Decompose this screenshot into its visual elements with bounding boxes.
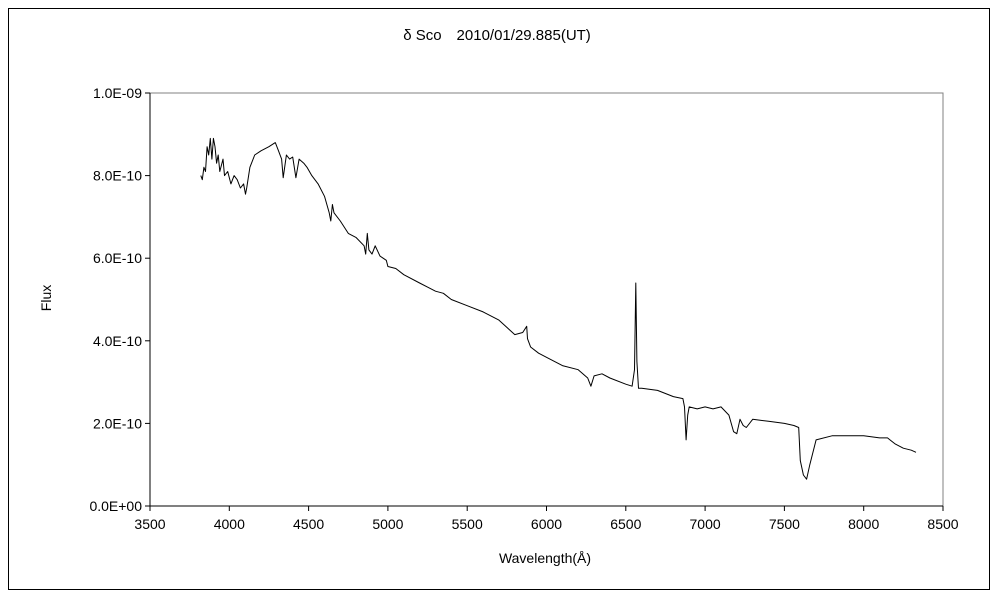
y-tick-label: 4.0E-10 — [93, 333, 142, 349]
x-tick-label: 7000 — [690, 516, 721, 532]
chart-title: δ Sco 2010/01/29.885(UT) — [403, 27, 591, 44]
chart-area — [8, 8, 990, 590]
plot-border — [149, 92, 944, 507]
y-tick-label: 0.0E+00 — [89, 498, 142, 514]
y-tick-label: 8.0E-10 — [93, 168, 142, 184]
plot-area: 0.0E+00 2.0E-10 4.0E-10 6.0E-10 8.0E-10 1.0E-… — [89, 85, 958, 532]
y-axis-title: Flux — [38, 285, 54, 311]
x-axis-title: Wavelength(Å) — [499, 550, 591, 566]
x-tick-label: 5000 — [372, 516, 403, 532]
x-tick-label: 3500 — [134, 516, 165, 532]
x-tick-label: 6500 — [610, 516, 641, 532]
x-tick-label: 8000 — [848, 516, 879, 532]
x-tick-label: 4000 — [214, 516, 245, 532]
y-tick-label: 6.0E-10 — [93, 250, 142, 266]
spectrum-line — [200, 137, 917, 480]
x-tick-label: 5500 — [452, 516, 483, 532]
x-tick-label: 7500 — [769, 516, 800, 532]
y-tick-label: 1.0E-09 — [93, 85, 142, 101]
x-tick-label: 4500 — [293, 516, 324, 532]
y-tick-label: 2.0E-10 — [93, 415, 142, 431]
x-tick-label: 8500 — [927, 516, 958, 532]
x-tick-label: 6000 — [531, 516, 562, 532]
